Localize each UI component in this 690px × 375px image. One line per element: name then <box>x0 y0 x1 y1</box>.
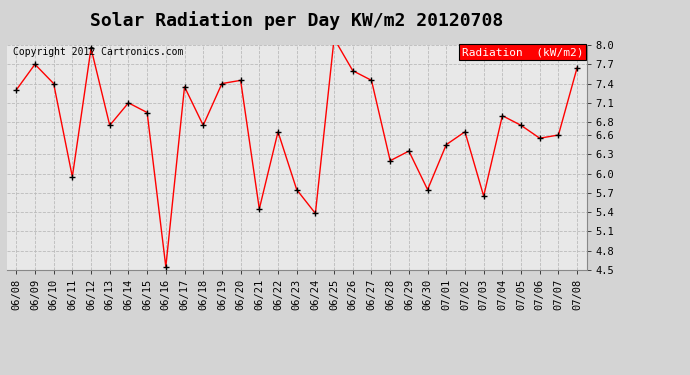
Text: Radiation  (kW/m2): Radiation (kW/m2) <box>462 47 584 57</box>
Text: Solar Radiation per Day KW/m2 20120708: Solar Radiation per Day KW/m2 20120708 <box>90 11 503 30</box>
Text: Copyright 2012 Cartronics.com: Copyright 2012 Cartronics.com <box>12 47 183 57</box>
